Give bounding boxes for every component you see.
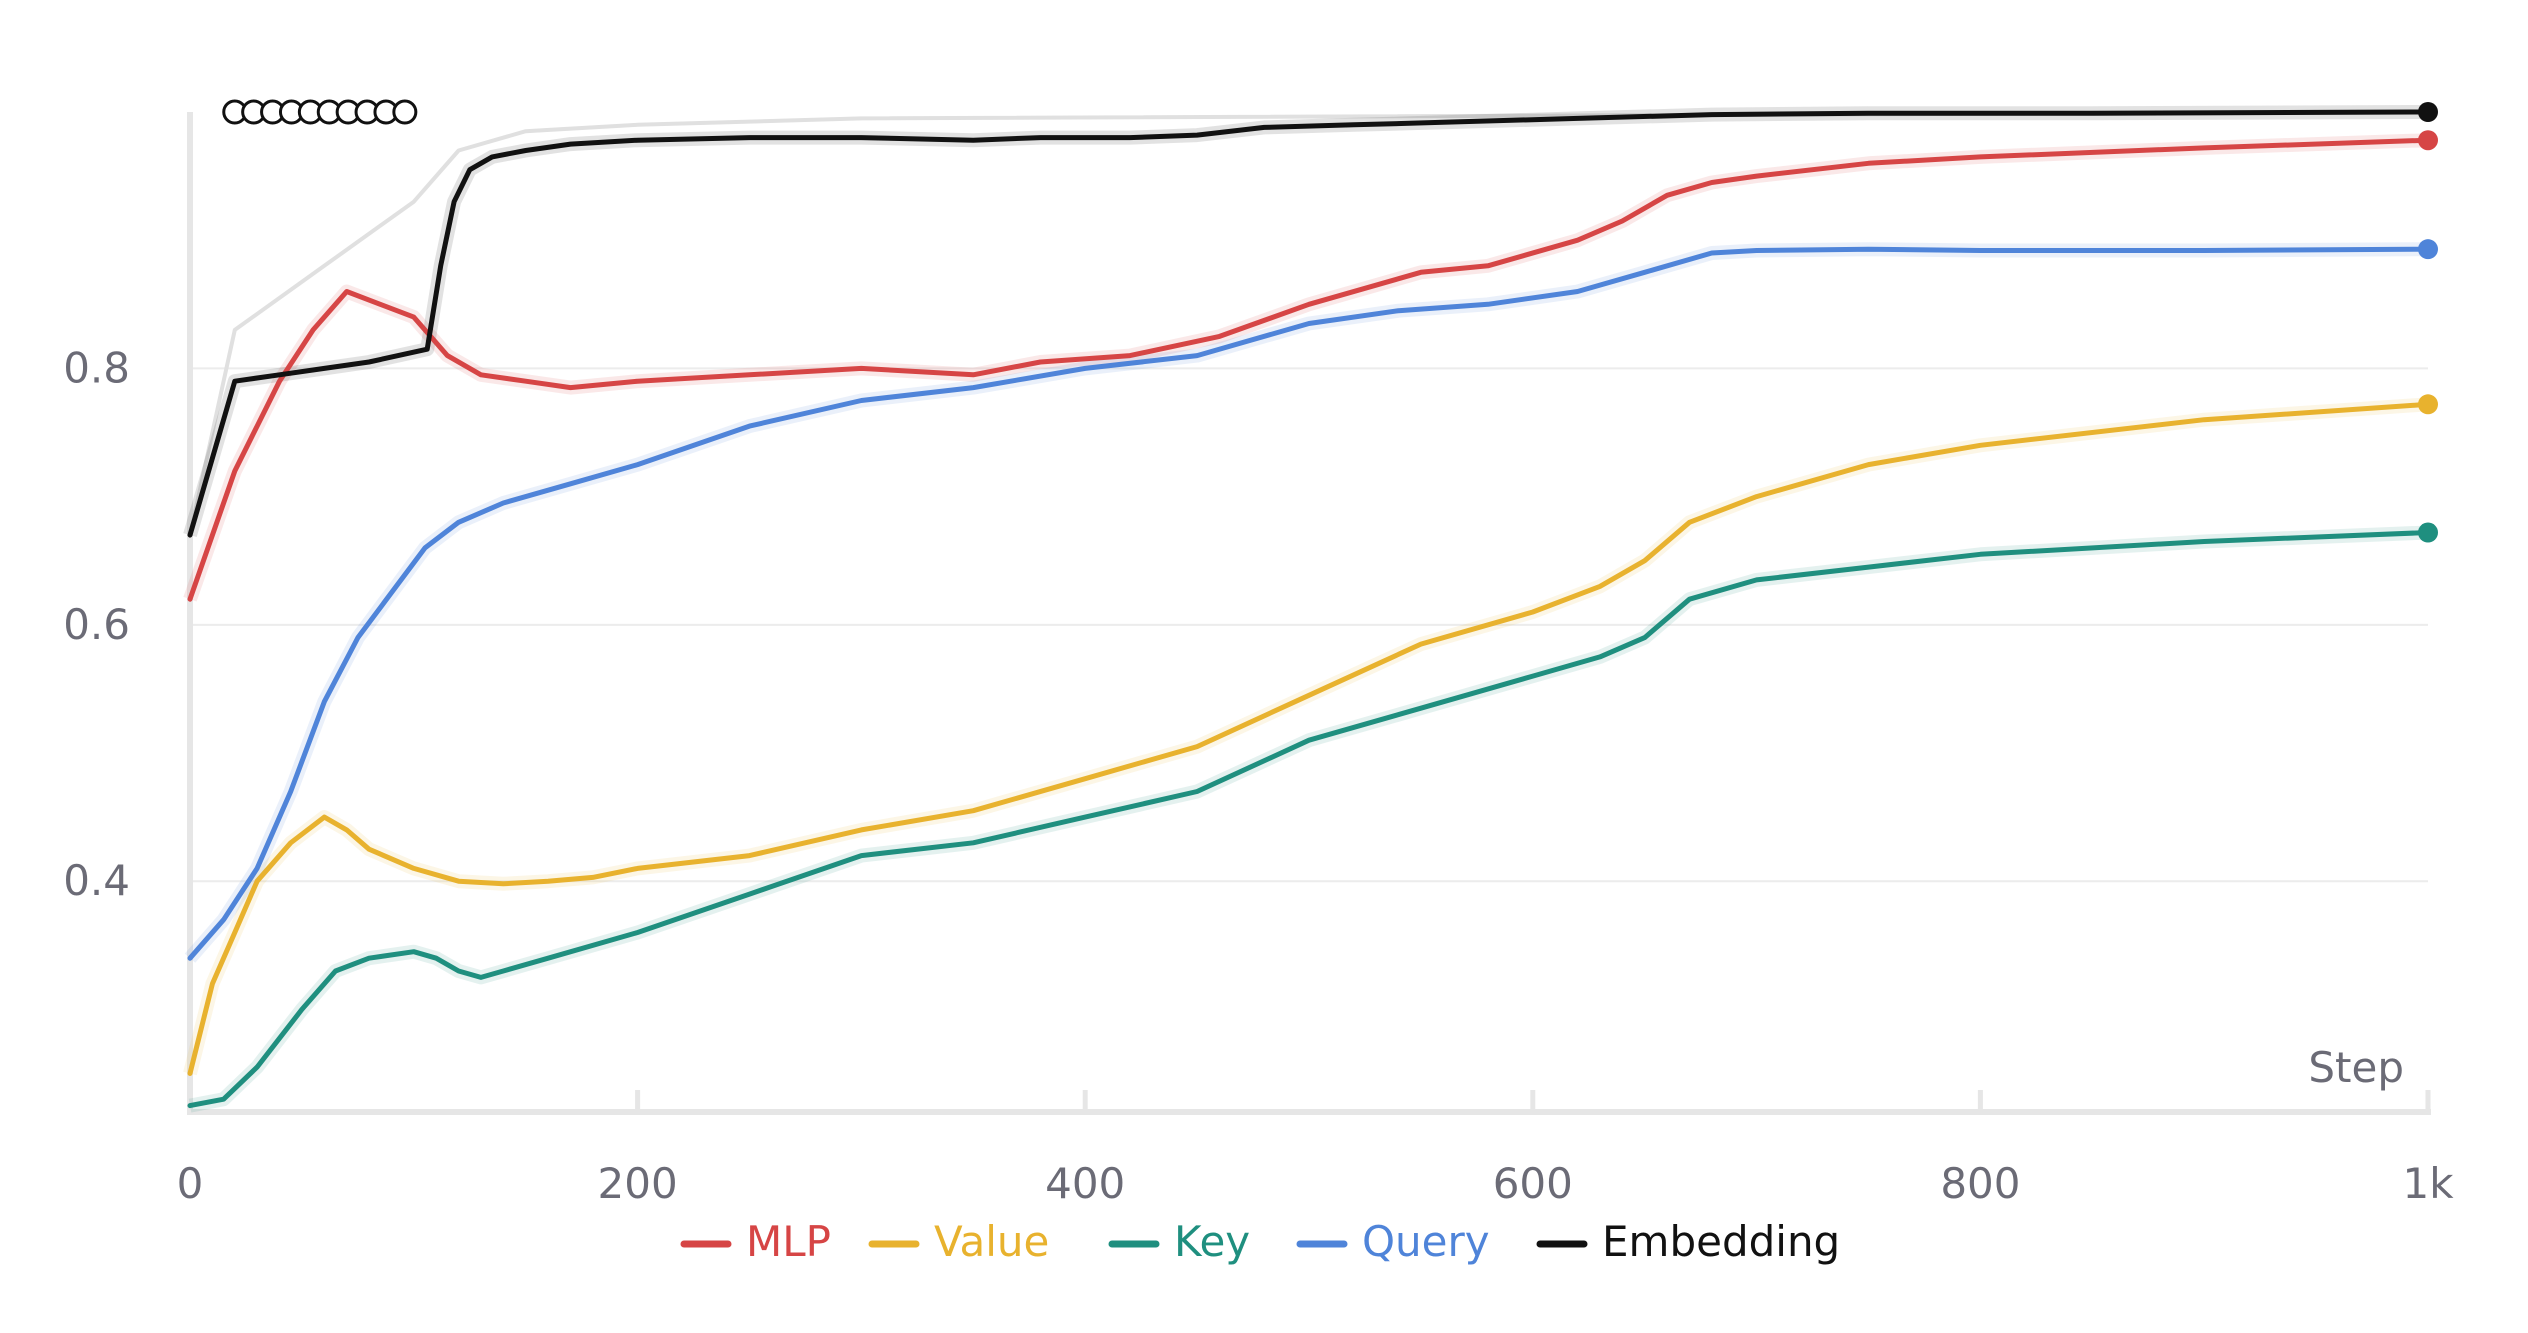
series-line-query	[187, 246, 2431, 961]
series-line-key	[187, 530, 2431, 1109]
y-tick-label: 0.6	[63, 600, 130, 649]
legend-item-query: Query	[1296, 1217, 1490, 1266]
series-end-point-key	[2418, 522, 2438, 543]
series-halo-query	[184, 242, 2429, 963]
x-tick-label: 600	[1493, 1159, 1573, 1208]
legend-label: Key	[1174, 1217, 1250, 1266]
series-line-value	[187, 401, 2431, 1076]
x-tick-label: 200	[598, 1159, 678, 1208]
series-layer	[183, 105, 2431, 1113]
legend-item-key: Key	[1108, 1217, 1250, 1266]
series-end-point-value	[2418, 394, 2438, 415]
y-tick-label: 0.8	[63, 343, 130, 392]
axis-layer	[187, 112, 2431, 1115]
label-layer: 0.4 0.6 0.8 0 200 400 600 800 1k Step	[63, 343, 2454, 1208]
legend-label: MLP	[746, 1217, 831, 1266]
series-line-embedding	[187, 109, 2431, 538]
series-end-point-mlp	[2418, 130, 2438, 151]
legend-item-value: Value	[868, 1217, 1049, 1266]
annotation-marker	[392, 99, 418, 125]
series-halo-mlp	[183, 133, 2429, 602]
x-tick-label: 800	[1940, 1159, 2020, 1208]
x-tick-label: 1k	[2402, 1159, 2454, 1208]
legend-item-mlp: MLP	[680, 1217, 831, 1266]
legend-label: Value	[934, 1217, 1049, 1266]
legend-item-embedding: Embedding	[1536, 1217, 1840, 1266]
grid-layer	[190, 367, 2428, 883]
y-tick-label: 0.4	[63, 856, 130, 905]
legend: MLP Value Key Query Embedding	[680, 1217, 1840, 1266]
x-tick-label: 0	[177, 1159, 204, 1208]
series-line-mlp	[187, 137, 2431, 602]
series-end-point-query	[2418, 239, 2438, 260]
x-axis-title: Step	[2308, 1043, 2404, 1092]
legend-label: Query	[1362, 1217, 1490, 1266]
marker-layer	[222, 99, 2438, 543]
series-end-point-embedding	[2418, 102, 2438, 122]
raw-trace-line	[188, 110, 2429, 536]
series-halo-key	[188, 525, 2429, 1113]
x-tick-label: 400	[1045, 1159, 1125, 1208]
legend-label: Embedding	[1602, 1217, 1840, 1266]
